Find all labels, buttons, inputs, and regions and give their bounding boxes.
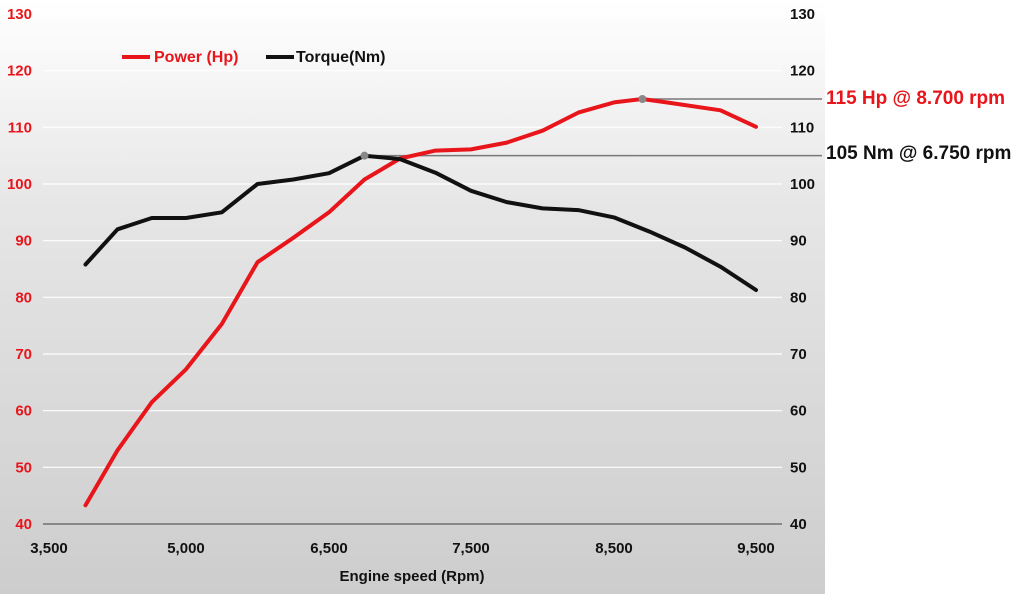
peak-markers xyxy=(360,95,647,160)
y-right-tick-label: 70 xyxy=(790,346,807,363)
x-tick-label: 6,500 xyxy=(310,540,348,557)
y-right-tick-label: 110 xyxy=(790,119,814,136)
y-left-tick-label: 110 xyxy=(8,119,32,136)
x-tick-label: 5,000 xyxy=(167,540,205,557)
x-tick-label: 9,500 xyxy=(737,540,775,557)
x-axis-label: Engine speed (Rpm) xyxy=(339,568,484,585)
y-left-tick-label: 60 xyxy=(15,403,32,420)
power-peak-annotation: 115 Hp @ 8.700 rpm xyxy=(826,88,1005,109)
y-right-tick-label: 50 xyxy=(790,459,807,476)
y-left-tick-label: 70 xyxy=(15,346,32,363)
x-tick-label: 7,500 xyxy=(452,540,490,557)
y-left-tick-label: 100 xyxy=(7,176,32,193)
annotation-guides xyxy=(364,98,822,157)
y-right-tick-label: 100 xyxy=(790,176,815,193)
y-left-tick-label: 80 xyxy=(15,289,32,306)
legend-power-label: Power (Hp) xyxy=(154,49,238,66)
y-right-tick-label: 80 xyxy=(790,289,807,306)
series-lines xyxy=(83,97,758,508)
y-right-tick-label: 60 xyxy=(790,403,807,420)
y-right-tick-label: 90 xyxy=(790,233,807,250)
y-left-tick-label: 40 xyxy=(15,516,32,533)
y-right-tick-label: 120 xyxy=(790,63,815,80)
legend: Power (Hp) Torque(Nm) xyxy=(122,49,385,66)
y-left-tick-label: 120 xyxy=(7,63,32,80)
gridlines xyxy=(43,13,782,525)
y-left-tick-label: 90 xyxy=(15,233,32,250)
power-peak-marker xyxy=(638,95,647,103)
x-tick-label: 8,500 xyxy=(595,540,633,557)
legend-torque-label: Torque(Nm) xyxy=(296,49,385,66)
torque-series-line xyxy=(83,153,758,292)
y-right-tick-label: 40 xyxy=(790,516,807,533)
power-series-line xyxy=(83,97,758,508)
y-left-tick-label: 50 xyxy=(15,459,32,476)
axes: 40 40 50 50 60 60 70 70 80 80 90 90 100 100 110 110 120 1… xyxy=(7,6,815,557)
torque-peak-annotation: 105 Nm @ 6.750 rpm xyxy=(826,143,1011,164)
x-tick-label: 3,500 xyxy=(30,540,68,557)
y-right-tick-label: 130 xyxy=(790,6,815,23)
y-left-tick-label: 130 xyxy=(7,6,32,23)
torque-peak-marker xyxy=(360,151,369,160)
